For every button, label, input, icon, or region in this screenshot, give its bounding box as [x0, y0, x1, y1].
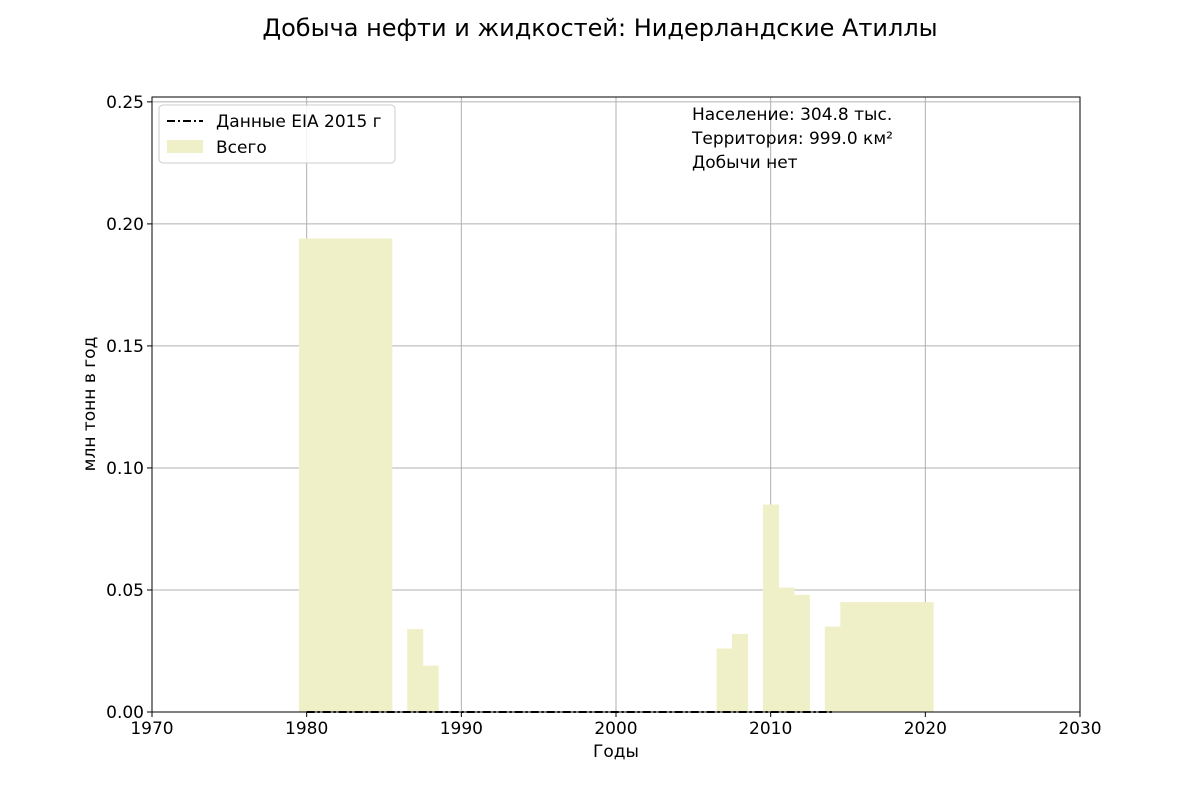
y-tick-label: 0.15	[106, 337, 144, 357]
legend: Данные EIA 2015 г Всего	[158, 104, 396, 164]
production-annotation: Добычи нет	[692, 153, 798, 173]
x-tick-label: 1970	[130, 719, 173, 739]
bar	[793, 594, 810, 712]
bar	[778, 587, 795, 712]
bar	[824, 626, 841, 712]
x-tick-label: 1990	[440, 719, 483, 739]
x-tick-label: 2000	[594, 719, 637, 739]
bar	[422, 665, 439, 712]
bar	[407, 629, 424, 712]
x-tick-label: 2030	[1058, 719, 1101, 739]
bar	[298, 238, 315, 713]
x-tick-label: 2010	[749, 719, 792, 739]
bar	[871, 602, 888, 712]
bar	[716, 648, 733, 712]
bars	[298, 238, 934, 713]
legend-label-eia: Данные EIA 2015 г	[216, 112, 382, 132]
population-annotation: Население: 304.8 тыс.	[692, 105, 892, 125]
y-axis-label: млн тонн в год	[80, 337, 100, 472]
bar	[376, 238, 393, 713]
chart-title: Добыча нефти и жидкостей: Нидерландские …	[262, 14, 937, 42]
y-tick-label: 0.05	[106, 581, 144, 601]
y-ticks: 0.00 0.05 0.10 0.15 0.20 0.25	[106, 93, 152, 723]
y-tick-label: 0.25	[106, 93, 144, 113]
territory-annotation: Территория: 999.0 км²	[691, 129, 893, 149]
y-tick-label: 0.20	[106, 215, 144, 235]
bar	[360, 238, 377, 713]
bar	[762, 504, 779, 712]
legend-box	[158, 104, 396, 164]
bar	[314, 238, 331, 713]
bar	[902, 602, 919, 712]
x-ticks: 1970 1980 1990 2000 2010 2020 2030	[130, 712, 1102, 739]
legend-label-total: Всего	[216, 138, 267, 158]
bar	[329, 238, 346, 713]
bar	[886, 602, 903, 712]
x-tick-label: 2020	[904, 719, 947, 739]
grid	[151, 97, 1081, 713]
y-tick-label: 0.10	[106, 459, 144, 479]
bar	[345, 238, 362, 713]
x-tick-label: 1980	[285, 719, 328, 739]
bar	[840, 602, 857, 712]
x-axis-label: Годы	[593, 742, 639, 762]
bar	[732, 633, 749, 712]
y-tick-label: 0.00	[106, 703, 144, 723]
bar	[917, 602, 934, 712]
bar	[855, 602, 872, 712]
legend-swatch-total	[167, 140, 203, 153]
